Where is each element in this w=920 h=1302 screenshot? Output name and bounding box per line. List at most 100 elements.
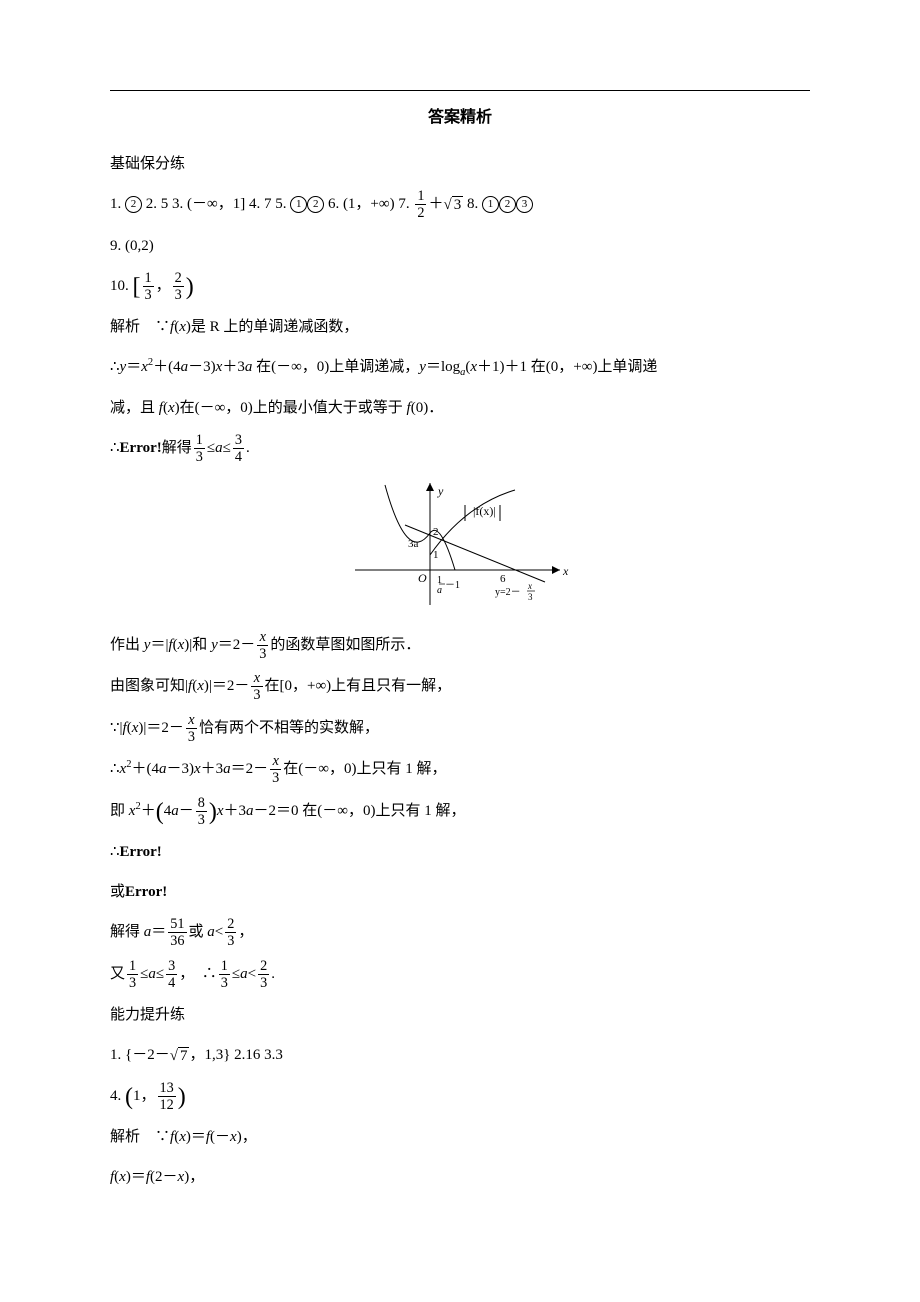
th-a2: a — [223, 761, 231, 777]
ji-a: a — [246, 803, 254, 819]
explain-2: ∴y＝x2＋(4a－3)x＋3a 在(－∞，0)上单调递减，y＝loga(x＋1… — [110, 352, 810, 383]
eq1: ＝ — [126, 359, 141, 375]
minus1: －1 — [445, 580, 460, 591]
th-x2: x — [194, 761, 201, 777]
explain-1a: 是 R 上的单调递减函数， — [191, 319, 359, 335]
ji: 即 — [110, 803, 129, 819]
bc-c: 恰有两个不相等的实数解， — [199, 720, 379, 736]
ab2: 16 — [245, 1047, 260, 1063]
title: 答案精析 — [110, 103, 810, 127]
O-label: O — [418, 571, 427, 585]
top-rule — [110, 90, 810, 91]
e4-c: )， — [237, 1129, 257, 1145]
right-log-up — [430, 490, 515, 555]
seg2: －3) — [188, 359, 216, 375]
jd2: 解得 — [110, 924, 144, 940]
frac-13-12: 1312 — [158, 1081, 176, 1113]
th-f: 在(－∞，0)上只有 1 解， — [283, 761, 446, 777]
frac-x3-d: x3 — [270, 754, 281, 786]
frac-3-4b: 34 — [166, 959, 177, 991]
answer-10: 10. [13，23) — [110, 271, 810, 303]
frac-51-36: 5136 — [168, 917, 186, 949]
li-f: f — [188, 678, 192, 694]
th-c: －3) — [166, 761, 194, 777]
le1: ≤ — [207, 440, 215, 456]
ll-c: )， — [184, 1169, 204, 1185]
yeq-xd: 3 — [528, 592, 533, 602]
a4-no: 4. — [249, 196, 260, 212]
seg1: ＋(4 — [153, 359, 181, 375]
eq2: ＝ — [151, 924, 166, 940]
ld-b: |和 — [189, 637, 211, 653]
a9: (0,2) — [125, 238, 154, 254]
f2: f — [159, 400, 163, 416]
li-c: 在[0，+∞)上有且只有一解， — [265, 678, 452, 694]
a8-no: 8. — [467, 196, 478, 212]
circled-2c-icon: 2 — [499, 196, 516, 213]
ability-line-1: 1. {－2－√7，1,3} 2.16 3.3 — [110, 1040, 810, 1071]
f: f — [170, 319, 174, 335]
answers-line-1: 1. 2 2. 5 3. (－∞，1] 4. 7 5. 12 6. (1，+∞)… — [110, 189, 810, 221]
ld-x: x — [178, 637, 185, 653]
bc: ∵| — [110, 720, 123, 736]
ld-eq: ＝| — [150, 637, 168, 653]
x2: x — [141, 359, 148, 375]
line-img: 由图象可知|f(x)|＝2－x3在[0，+∞)上有且只有一解， — [110, 671, 810, 703]
ll-b: (2－ — [150, 1169, 178, 1185]
lt1: < — [215, 924, 223, 940]
function-diagram: y |f(x)| x O 2 3a 1 1 a －1 6 y=2－ x 3 — [110, 475, 810, 620]
x: x — [179, 319, 186, 335]
explain-label: 解析 ∵ — [110, 319, 170, 335]
a3: (－∞，1] — [187, 196, 245, 212]
a3-no: 3. — [172, 196, 183, 212]
frac-2-3b: 23 — [225, 917, 236, 949]
error-2: Error! — [120, 844, 162, 860]
frac-1-3: 13 — [143, 271, 154, 303]
log-c: ＋1)＋1 在(0，+∞)上单调递 — [477, 359, 657, 375]
answer-9: 9. (0,2) — [110, 231, 810, 261]
a1-no: 1. — [110, 196, 125, 212]
rparen-big-icon: ) — [209, 798, 217, 824]
section-basic: 基础保分练 — [110, 149, 810, 179]
ab3: 3 — [275, 1047, 283, 1063]
period1: . — [246, 440, 250, 456]
error-3: Error! — [125, 884, 167, 900]
lbracket-icon: [ — [133, 273, 141, 299]
you: 又 — [110, 966, 125, 982]
le4: ≤ — [156, 966, 164, 982]
line-therefore3: ∴x2＋(4a－3)x＋3a＝2－x3在(－∞，0)上只有 1 解， — [110, 754, 810, 786]
one-label: 1 — [433, 549, 439, 561]
huo2: 或 — [189, 924, 208, 940]
ld-f: f — [168, 637, 172, 653]
frac-x3-b: x3 — [251, 671, 262, 703]
th-d: ＋3 — [201, 761, 224, 777]
ab2-no: 2. — [234, 1047, 245, 1063]
line-ji: 即 x2＋(4a－83)x＋3a－2＝0 在(－∞，0)上只有 1 解， — [110, 796, 810, 828]
x-arrow-icon — [552, 566, 560, 574]
lparen-big-icon: ( — [156, 798, 164, 824]
bc-f: f — [123, 720, 127, 736]
l3c: (0)． — [411, 400, 444, 416]
a6: (1，+∞) — [343, 196, 395, 212]
ji-b: ＋ — [141, 803, 156, 819]
you-line: 又13≤a≤34， ∴13≤a<23. — [110, 959, 810, 991]
li-b: |＝2－ — [209, 678, 250, 694]
th5: ∴ — [202, 966, 217, 982]
section-ability: 能力提升练 — [110, 1000, 810, 1030]
a4: 7 — [264, 196, 272, 212]
line-draw: 作出 y＝|f(x)|和 y＝2－x3的函数草图如图所示． — [110, 630, 810, 662]
bc-x: x — [132, 720, 139, 736]
frac-x3-a: x3 — [257, 630, 268, 662]
explain-1: 解析 ∵f(x)是 R 上的单调递减函数， — [110, 312, 810, 342]
l3a: 减，且 — [110, 400, 159, 416]
after1: 在(－∞，0)上单调递减， — [252, 359, 419, 375]
ab4-no: 4. — [110, 1088, 121, 1104]
frac-2-3c: 23 — [258, 959, 269, 991]
comma1: ， — [238, 924, 253, 940]
y-arrow-icon — [426, 483, 434, 491]
ll-eq: ＝ — [131, 1169, 146, 1185]
e4-x2: x — [230, 1129, 237, 1145]
th-b: ＋(4 — [131, 761, 159, 777]
a2-no: 2. — [146, 196, 157, 212]
a2: 5 — [161, 196, 169, 212]
